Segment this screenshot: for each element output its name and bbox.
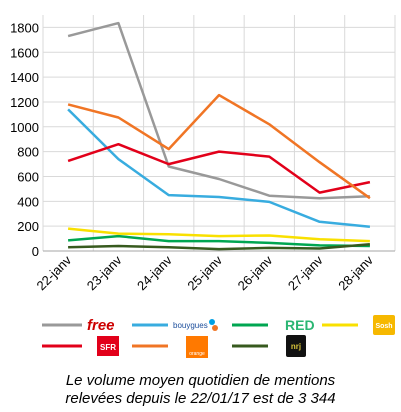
legend-item-free: free xyxy=(42,317,115,334)
y-tick-label: 200 xyxy=(17,219,39,234)
series-line-bouygues-telecom xyxy=(67,108,371,229)
legend-item-nrj: nrj xyxy=(232,335,306,357)
y-tick-label: 0 xyxy=(32,244,39,259)
legend-item-bouygues: bouygues xyxy=(132,319,218,331)
legend-item-red: RED xyxy=(232,317,315,333)
x-tick-label: 27-janv xyxy=(285,252,326,293)
red-logo: RED xyxy=(285,317,315,333)
x-tick-label: 22-janv xyxy=(34,252,75,293)
y-tick-label: 1800 xyxy=(10,20,39,35)
orange-logo-box xyxy=(186,336,208,358)
legend-item-sosh: Sosh xyxy=(322,315,395,335)
caption: Le volume moyen quotidien de mentions re… xyxy=(0,372,401,408)
x-axis-ticks: 22-janv 23-janv 24-janv 25-janv 26-janv 27-ja… xyxy=(34,252,377,293)
x-tick-label: 25-janv xyxy=(184,252,225,293)
series-line-free xyxy=(67,21,370,200)
x-tick-label: 23-janv xyxy=(84,252,125,293)
x-tick-label: 24-janv xyxy=(134,252,175,293)
sfr-logo-box xyxy=(97,336,119,356)
y-tick-label: 1000 xyxy=(10,120,39,135)
y-axis-ticks: 0 200 400 600 800 1000 1200 1400 1600 1800 xyxy=(10,20,39,259)
bouygues-logo-dot-orange xyxy=(212,325,218,331)
bouygues-logo: bouygues xyxy=(173,321,208,330)
y-tick-label: 400 xyxy=(17,194,39,209)
series-line-red xyxy=(67,234,370,248)
y-tick-label: 1600 xyxy=(10,45,39,60)
series-line-orange xyxy=(67,93,371,200)
series-lines xyxy=(67,21,371,251)
series-line-nrj-mobile xyxy=(68,242,371,251)
sosh-logo: Sosh xyxy=(375,323,392,330)
nrj-logo: nrj xyxy=(291,342,301,351)
y-tick-label: 600 xyxy=(17,169,39,184)
gridlines xyxy=(42,15,396,251)
x-tick-label: 28-janv xyxy=(335,252,376,293)
bouygues-logo-dot-blue xyxy=(209,319,215,325)
caption-line-2: relevées depuis le 22/01/17 est de 3 344 xyxy=(65,390,336,407)
legend-item-orange: orange xyxy=(132,336,208,358)
y-tick-label: 1400 xyxy=(10,70,39,85)
legend-item-sfr: SFR xyxy=(42,336,119,356)
y-tick-label: 800 xyxy=(17,145,39,160)
y-tick-label: 1200 xyxy=(10,95,39,110)
free-logo: free xyxy=(87,317,115,334)
legend: free bouygues RED Sosh SFR orange xyxy=(42,315,395,358)
series-line-sfr xyxy=(67,142,371,194)
nrj-logo-box xyxy=(286,335,306,357)
caption-line-1: Le volume moyen quotidien de mentions xyxy=(65,372,336,389)
sfr-logo: SFR xyxy=(100,343,116,352)
orange-logo: orange xyxy=(189,351,205,357)
sosh-logo-box xyxy=(373,315,395,335)
series-line-sosh xyxy=(67,227,370,243)
x-tick-label: 26-janv xyxy=(235,252,276,293)
line-chart: 0 200 400 600 800 1000 1200 1400 1600 1800 22-jan… xyxy=(10,15,396,358)
